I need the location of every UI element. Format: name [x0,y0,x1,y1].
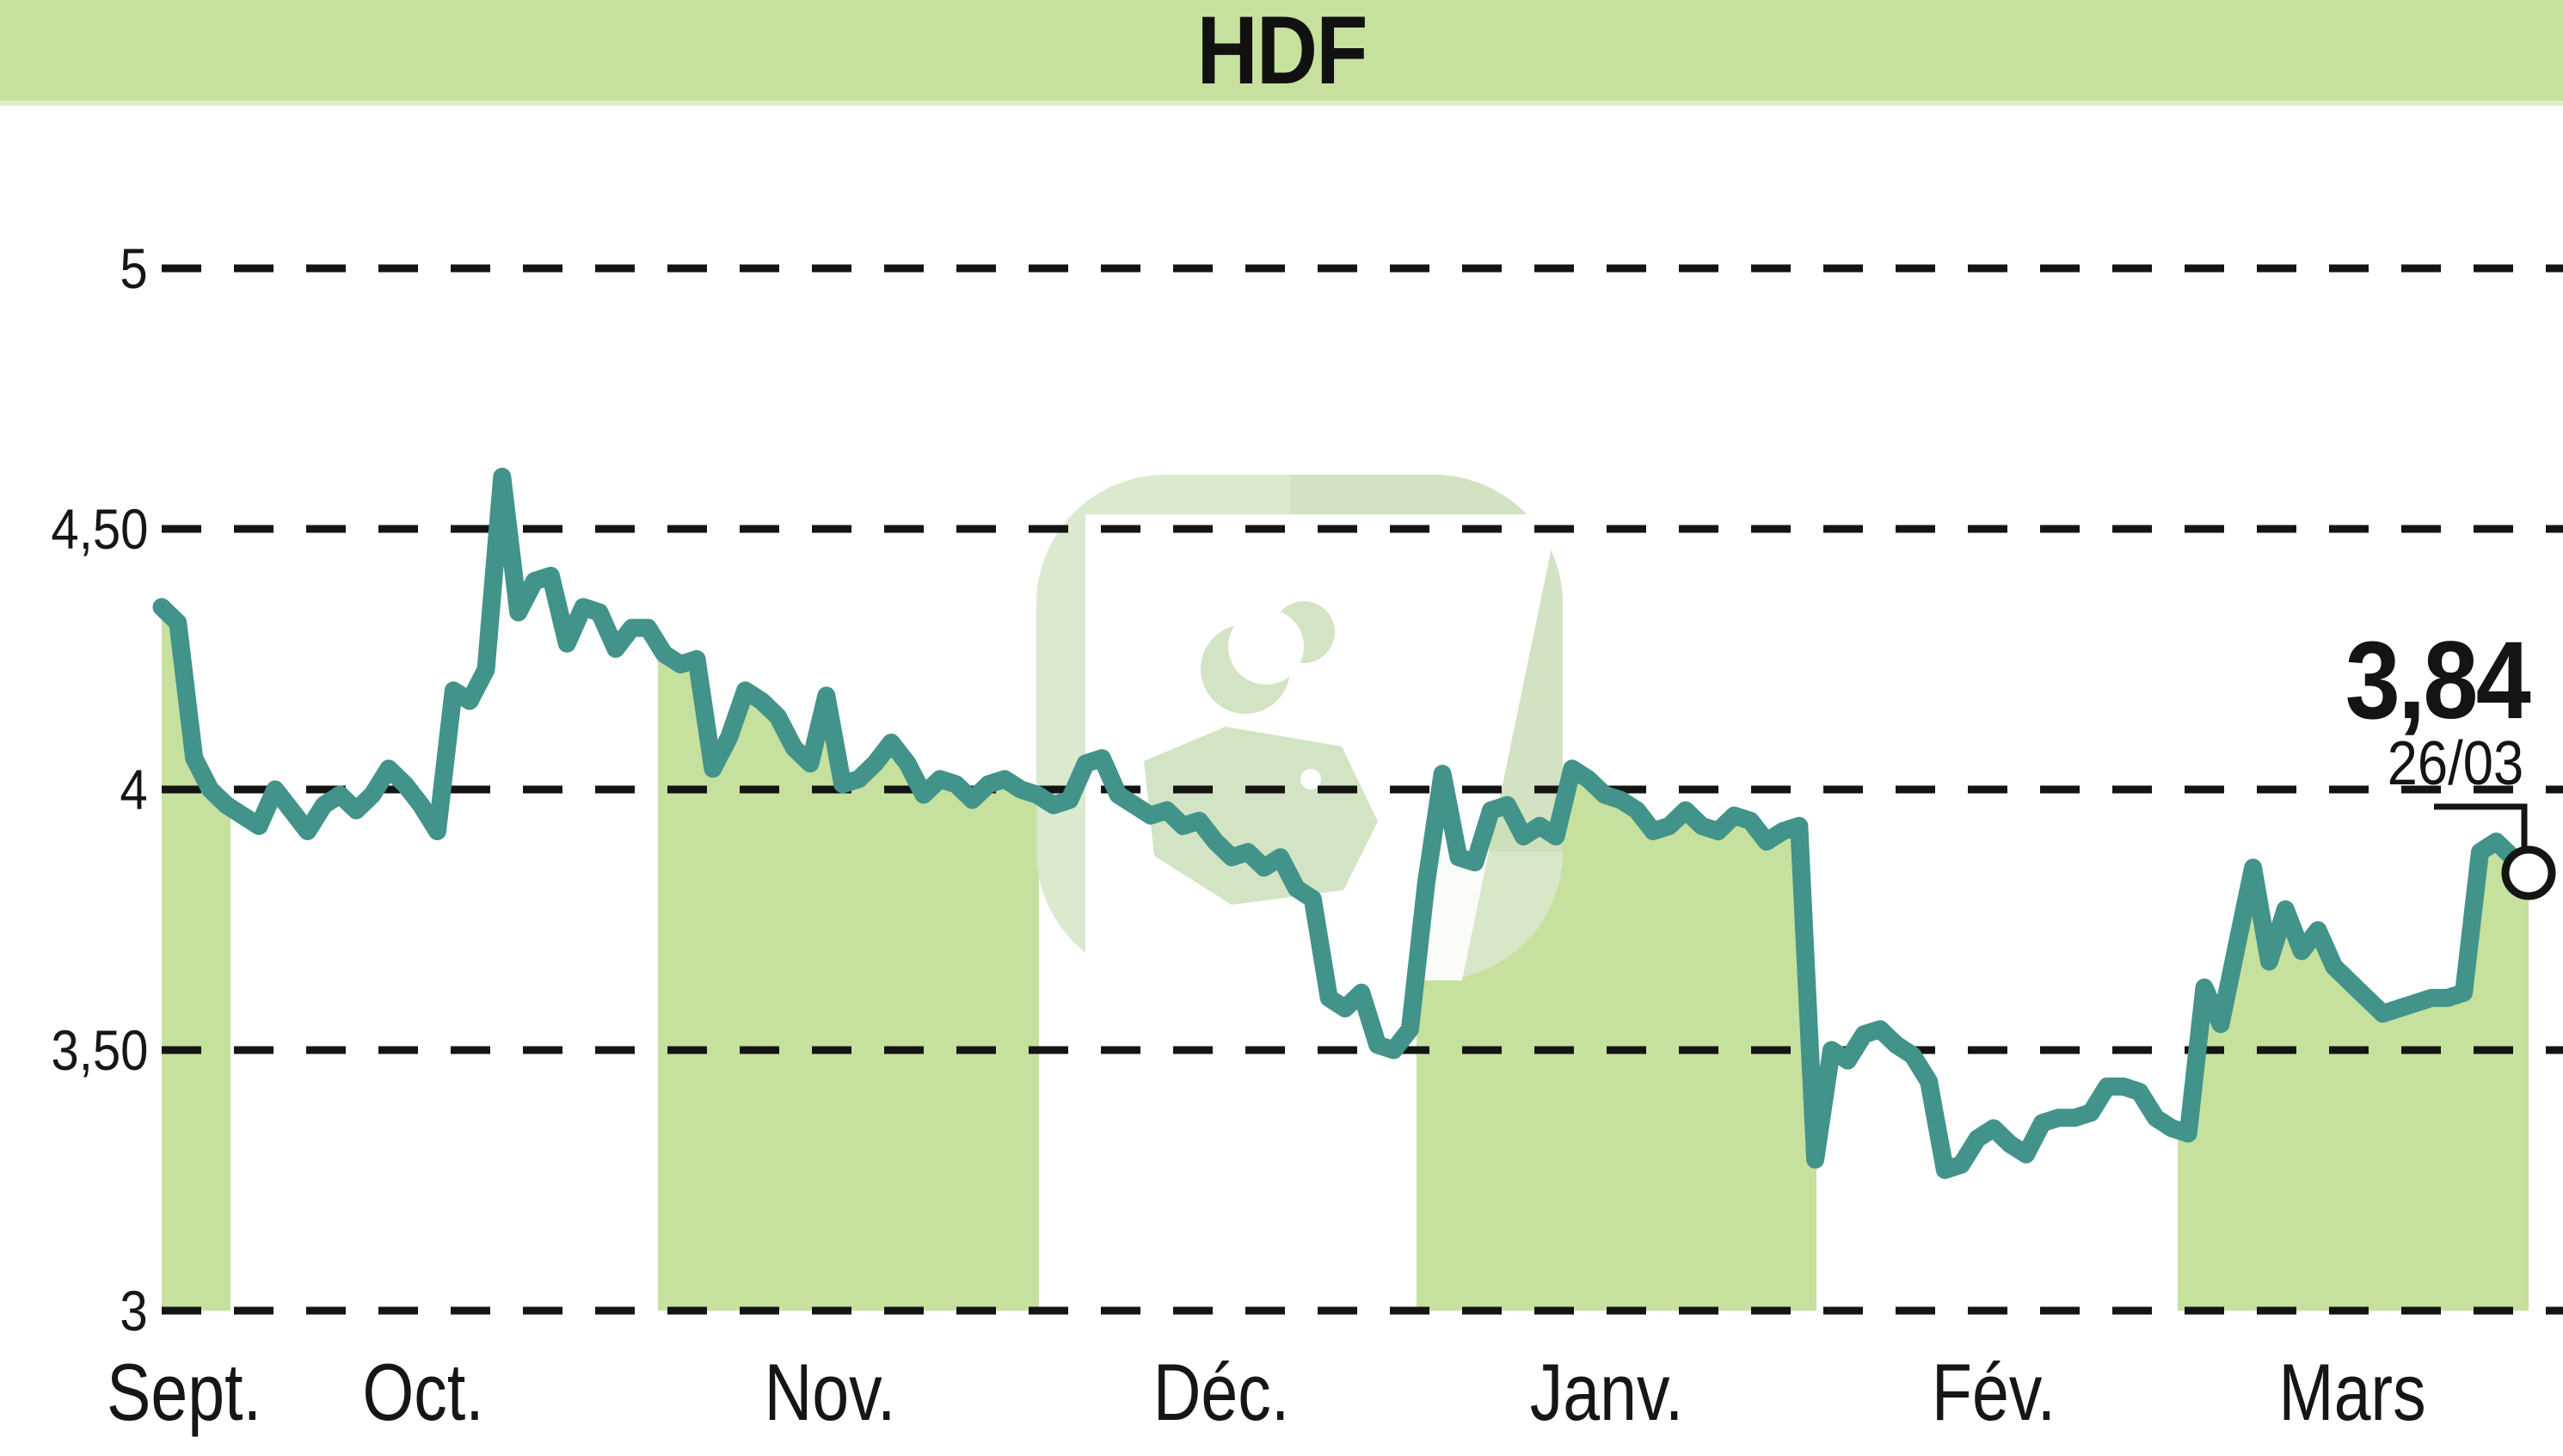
x-axis-label-fv: Fév. [1931,1347,2056,1437]
broker-watermark-logo [1036,475,1563,980]
y-axis-label-4,50: 4,50 [50,497,148,561]
x-axis-label-sept: Sept. [107,1347,261,1437]
y-axis-label-3,50: 3,50 [50,1018,148,1082]
watermark-bull [1144,609,1378,905]
x-axis-label-mars: Mars [2278,1347,2426,1437]
chart-header: HDF [0,0,2563,106]
y-axis-label-4: 4 [120,758,148,821]
last-point-marker [2501,845,2556,900]
y-axis-label-5: 5 [120,237,148,300]
month-shading-area [162,476,2529,1311]
x-axis-label-dc: Déc. [1152,1347,1290,1437]
chart-title: HDF [1196,0,1368,104]
x-axis-label-oct: Oct. [362,1347,484,1437]
x-axis-label-nov: Nov. [764,1347,896,1437]
last-date-label: 26/03 [2387,729,2523,798]
x-axis-label-janv: Janv. [1529,1347,1684,1437]
callout-connector-line [2434,803,2528,847]
last-price-label: 3,84 [2345,619,2531,742]
price-line [152,467,2538,1179]
y-axis-label-3: 3 [120,1279,148,1342]
